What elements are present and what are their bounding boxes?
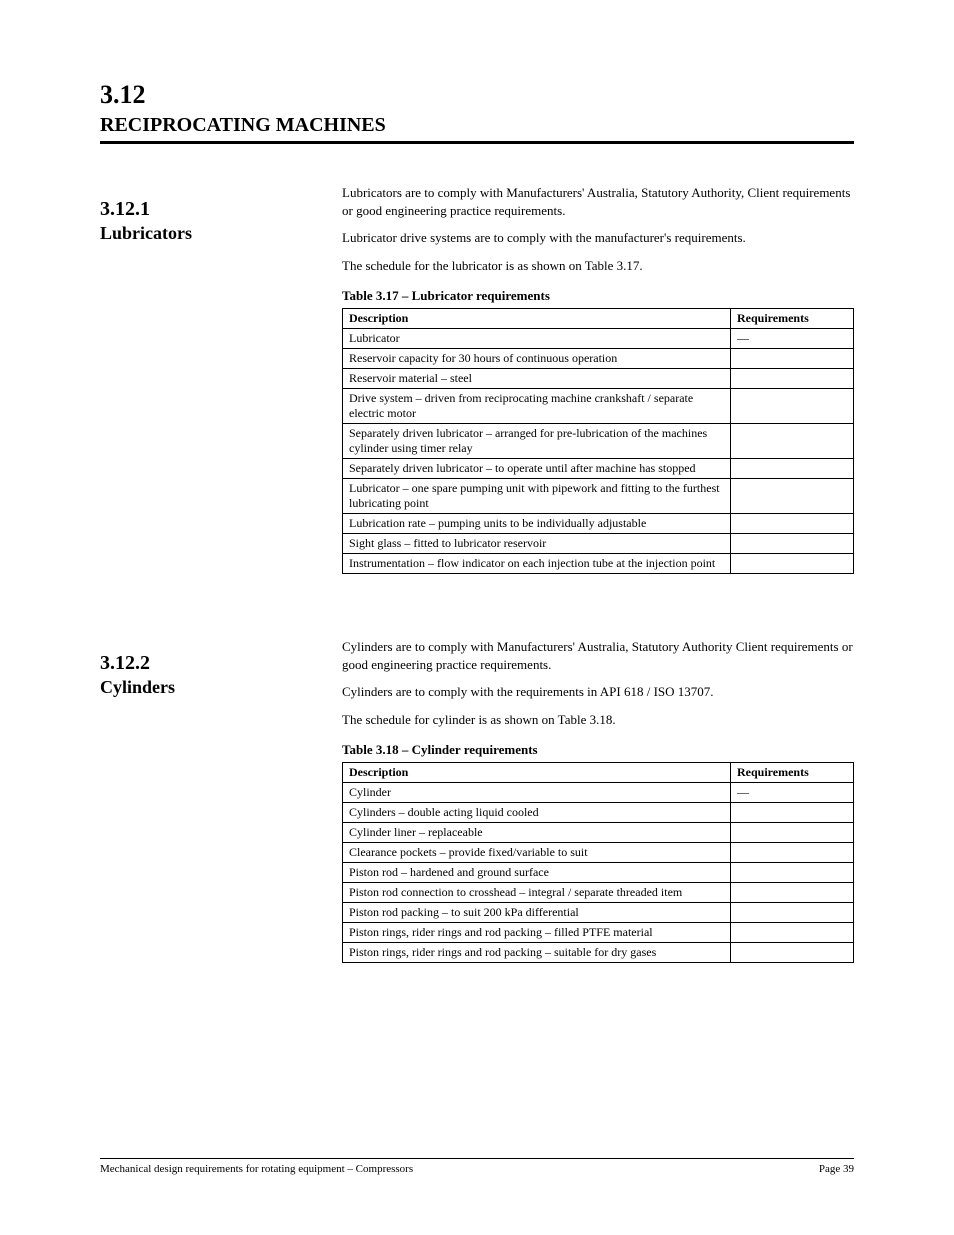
- table-row: Lubricator – one spare pumping unit with…: [343, 479, 854, 514]
- footer-left: Mechanical design requirements for rotat…: [100, 1163, 413, 1175]
- col-description: Description: [343, 309, 731, 329]
- table-row: Lubrication rate – pumping units to be i…: [343, 514, 854, 534]
- table-row: Description Requirements: [343, 763, 854, 783]
- table-row: Clearance pockets – provide fixed/variab…: [343, 843, 854, 863]
- table-row: Lubricator—: [343, 329, 854, 349]
- header-rule: [100, 141, 854, 144]
- table-row: Sight glass – fitted to lubricator reser…: [343, 534, 854, 554]
- table-row: Piston rod packing – to suit 200 kPa dif…: [343, 903, 854, 923]
- table-row: Separately driven lubricator – to operat…: [343, 459, 854, 479]
- section-number: 3.12: [100, 80, 854, 110]
- table-b: Description Requirements Cylinder— Cylin…: [342, 762, 854, 963]
- para-b3: The schedule for cylinder is as shown on…: [342, 711, 854, 729]
- col-description: Description: [343, 763, 731, 783]
- table-caption-a: Table 3.17 – Lubricator requirements: [342, 288, 854, 304]
- footer-right: Page 39: [819, 1163, 854, 1175]
- sub-title-b: Cylinders: [100, 677, 330, 698]
- page-footer: Mechanical design requirements for rotat…: [100, 1158, 854, 1175]
- table-row: Description Requirements: [343, 309, 854, 329]
- table-row: Piston rings, rider rings and rod packin…: [343, 943, 854, 963]
- table-row: Cylinders – double acting liquid cooled: [343, 803, 854, 823]
- para-a2: Lubricator drive systems are to comply w…: [342, 229, 854, 247]
- col-requirements: Requirements: [731, 309, 854, 329]
- table-row: Reservoir material – steel: [343, 369, 854, 389]
- para-b1: Cylinders are to comply with Manufacture…: [342, 638, 854, 673]
- para-a1: Lubricators are to comply with Manufactu…: [342, 184, 854, 219]
- table-row: Cylinder—: [343, 783, 854, 803]
- page: 3.12 RECIPROCATING MACHINES 3.12.1 Lubri…: [0, 0, 954, 1235]
- table-row: Piston rings, rider rings and rod packin…: [343, 923, 854, 943]
- col-requirements: Requirements: [731, 763, 854, 783]
- table-row: Piston rod – hardened and ground surface: [343, 863, 854, 883]
- section-title: RECIPROCATING MACHINES: [100, 114, 854, 137]
- table-a: Description Requirements Lubricator— Res…: [342, 308, 854, 574]
- table-row: Drive system – driven from reciprocating…: [343, 389, 854, 424]
- table-caption-b: Table 3.18 – Cylinder requirements: [342, 742, 854, 758]
- table-row: Separately driven lubricator – arranged …: [343, 424, 854, 459]
- para-b2: Cylinders are to comply with the require…: [342, 683, 854, 701]
- table-row: Cylinder liner – replaceable: [343, 823, 854, 843]
- table-row: Reservoir capacity for 30 hours of conti…: [343, 349, 854, 369]
- table-row: Instrumentation – flow indicator on each…: [343, 554, 854, 574]
- sub-number-b: 3.12.2: [100, 652, 330, 675]
- table-row: Piston rod connection to crosshead – int…: [343, 883, 854, 903]
- para-a3: The schedule for the lubricator is as sh…: [342, 257, 854, 275]
- sub-title-a: Lubricators: [100, 223, 330, 244]
- sub-number-a: 3.12.1: [100, 198, 330, 221]
